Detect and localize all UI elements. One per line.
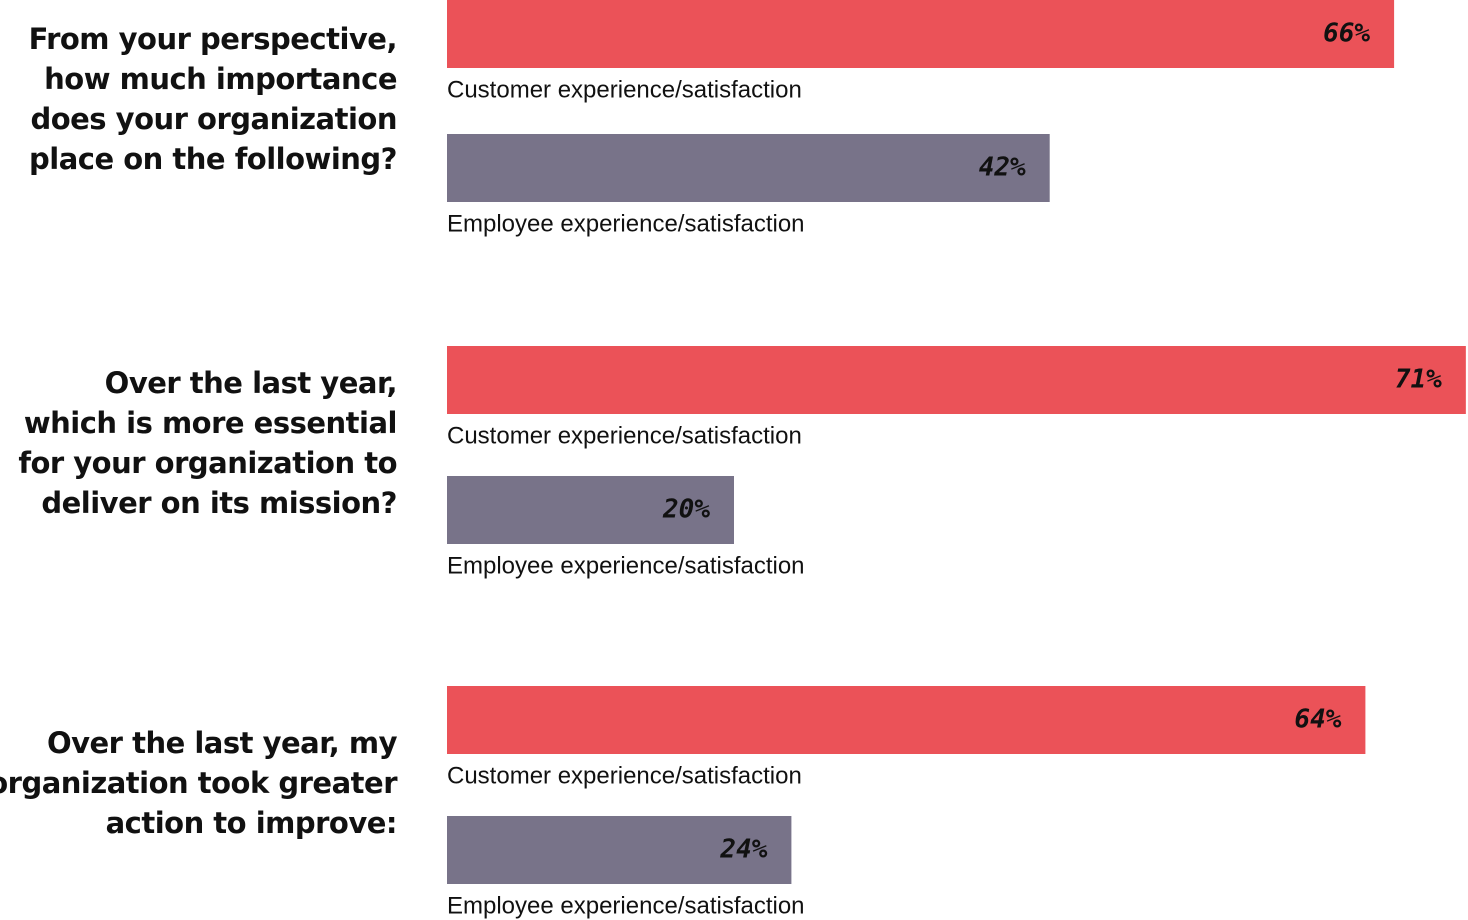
bar — [447, 0, 1395, 68]
value-label: 42% — [979, 153, 1026, 183]
bar — [447, 134, 1050, 202]
value-label: 66% — [1323, 19, 1370, 49]
question-line: Over the last year, my — [47, 726, 398, 760]
bar — [447, 476, 734, 544]
bar — [447, 686, 1366, 754]
value-label: 71% — [1395, 365, 1442, 395]
category-label: Employee experience/satisfaction — [447, 210, 805, 237]
bar — [447, 816, 792, 884]
question-line: Over the last year, — [105, 366, 397, 400]
question-line: which is more essential — [24, 406, 397, 440]
question-line: organization took greater — [0, 766, 398, 800]
value-label: 64% — [1294, 705, 1341, 735]
value-label: 24% — [719, 835, 767, 865]
bar — [447, 346, 1466, 414]
category-label: Employee experience/satisfaction — [447, 892, 805, 919]
question-line: From your perspective, — [29, 22, 397, 56]
value-label: 20% — [662, 495, 710, 525]
question-line: action to improve: — [106, 806, 397, 840]
question-line: for your organization to — [18, 446, 397, 480]
question-line: deliver on its mission? — [41, 486, 397, 520]
question-line: does your organization — [30, 102, 397, 136]
category-label: Employee experience/satisfaction — [447, 552, 805, 579]
question-line: place on the following? — [29, 142, 397, 176]
category-label: Customer experience/satisfaction — [447, 76, 802, 103]
question-line: how much importance — [44, 62, 397, 96]
category-label: Customer experience/satisfaction — [447, 762, 802, 789]
category-label: Customer experience/satisfaction — [447, 422, 802, 449]
